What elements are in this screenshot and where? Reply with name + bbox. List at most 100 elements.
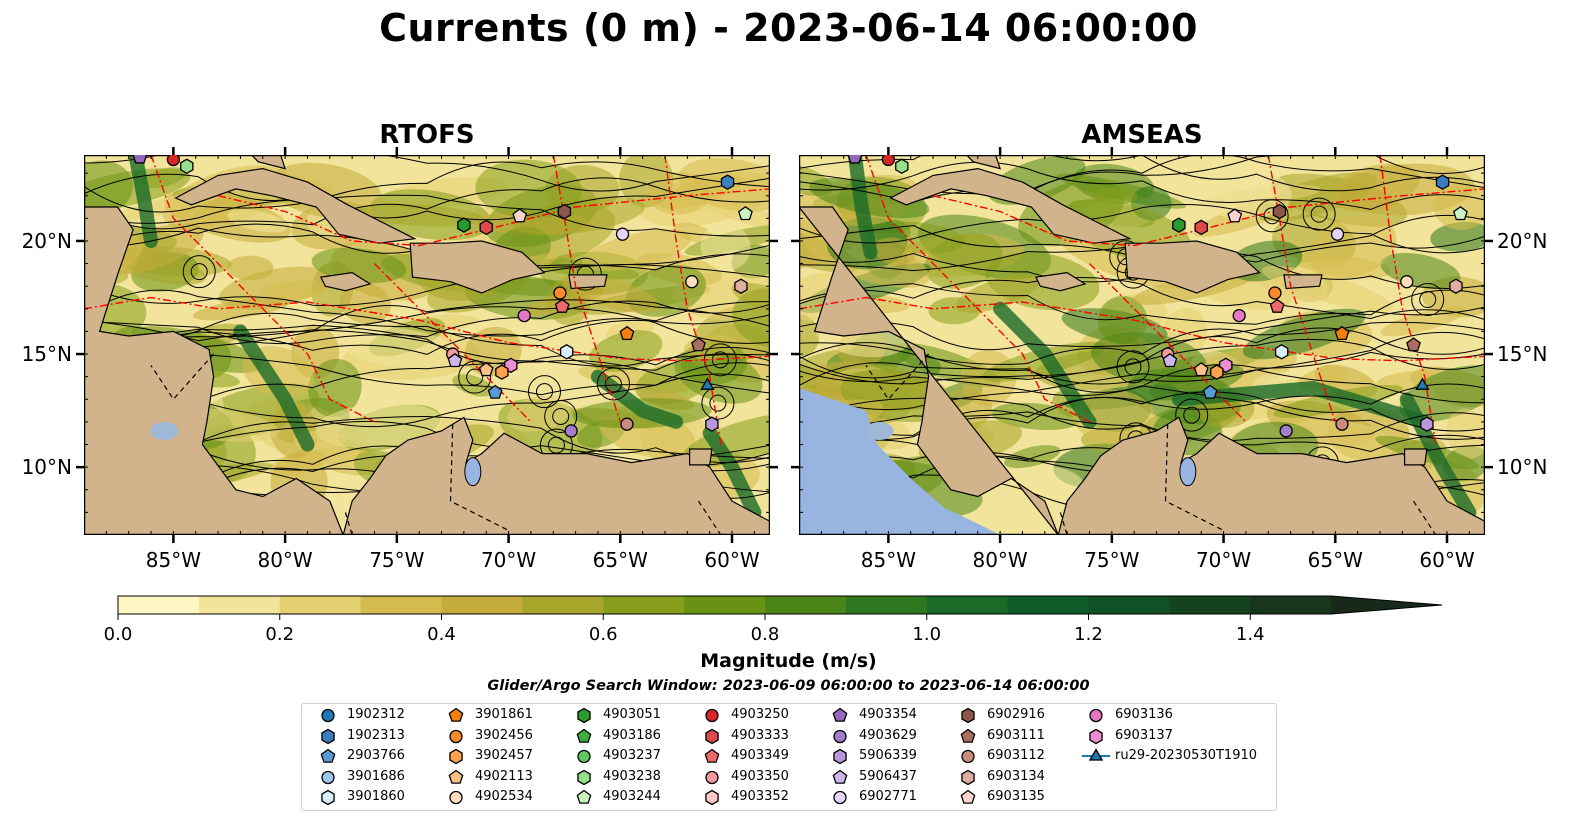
colorbar-segment <box>603 596 685 614</box>
float-marker-4903051 <box>457 217 471 233</box>
speed-field-patch <box>192 296 292 321</box>
legend-marker-icon <box>448 707 464 722</box>
streamline <box>799 411 1485 453</box>
speed-field-patch <box>582 229 692 271</box>
eddy-streamline <box>1411 283 1445 317</box>
land-mass <box>1283 274 1323 290</box>
eddy-streamline <box>527 375 561 409</box>
land-mass <box>1035 271 1087 292</box>
eez-boundary <box>865 155 1090 423</box>
legend-marker <box>832 769 848 784</box>
float-marker-6903136 <box>1232 308 1246 323</box>
land-mass <box>568 274 608 290</box>
eddy-streamline <box>568 257 602 291</box>
speed-field-patch <box>1090 187 1139 205</box>
land-mass <box>688 448 713 466</box>
float-marker-4903244 <box>737 206 753 221</box>
streamline <box>84 263 770 307</box>
speed-field-patch <box>731 282 770 317</box>
colorbar: 0.0 0.2 0.4 0.6 0.8 1.0 1.2 1.4 <box>104 595 1443 645</box>
legend-marker-icon <box>449 729 463 743</box>
colorbar-tick-label: 0.2 <box>265 624 294 645</box>
legend-label: 3901686 <box>347 768 405 784</box>
float-marker-4903629 <box>1279 424 1293 438</box>
float-marker-ru29-20230530T1910 <box>1415 377 1430 390</box>
float-marker-3902456 <box>553 286 567 300</box>
legend-marker-icon <box>833 790 847 805</box>
speed-field-patch <box>874 237 916 266</box>
eddy-streamline <box>709 394 727 412</box>
legend-marker <box>705 789 719 806</box>
panel-title-rtofs: RTOFS <box>379 120 475 150</box>
lake-nicaragua <box>150 421 179 440</box>
streamline <box>84 300 770 345</box>
legend-marker-icon <box>832 769 848 784</box>
legend-marker-icon <box>321 708 335 723</box>
streamline <box>84 173 770 221</box>
legend-marker-icon <box>960 789 976 804</box>
speed-field-patch <box>700 222 751 271</box>
map-frame <box>799 155 1485 535</box>
eddy-streamline <box>1255 199 1289 233</box>
streamline <box>84 299 770 342</box>
current-jet <box>590 369 684 429</box>
eddy-streamline <box>1116 350 1150 384</box>
legend-marker-icon <box>832 707 848 722</box>
streamline <box>84 177 770 230</box>
float-marker-3902457 <box>495 364 509 380</box>
float-marker-4903354 <box>132 155 148 164</box>
float-marker-5906437 <box>447 353 463 368</box>
float-marker-4903250 <box>881 155 896 167</box>
float-marker-1902313 <box>1435 174 1450 190</box>
float-marker-5906339 <box>705 416 719 432</box>
streamline <box>799 369 1485 411</box>
speed-field-patch <box>537 258 640 280</box>
legend-marker <box>960 789 976 804</box>
colorbar-segment <box>1007 596 1089 614</box>
land-mass <box>250 155 287 170</box>
speed-field-patch <box>475 159 583 219</box>
streamline <box>799 155 1485 192</box>
legend-label: 6903136 <box>1115 707 1173 722</box>
x-tick-label: 75°W <box>369 548 424 572</box>
eddy-streamline <box>604 375 622 393</box>
land-mass <box>1057 416 1485 535</box>
current-jet <box>233 324 315 452</box>
speed-field-patch <box>1004 445 1061 469</box>
legend-label: 3902457 <box>475 748 533 763</box>
map-frame <box>84 155 770 535</box>
eez-boundary <box>932 188 1485 247</box>
legend-marker <box>704 748 720 763</box>
streamline <box>799 306 1485 351</box>
current-jet <box>1399 392 1477 520</box>
legend-label: ru29-20230530T1910 <box>1115 748 1258 763</box>
speed-field-patch <box>226 255 274 281</box>
float-marker-5906437 <box>1162 353 1178 368</box>
streamline <box>84 289 770 337</box>
colorbar-segment <box>926 596 1009 614</box>
float-marker-6903134 <box>734 278 748 294</box>
float-marker-5906339 <box>1420 416 1434 432</box>
float-marker-3902456 <box>1268 286 1282 300</box>
float-marker-6902771 <box>615 227 630 241</box>
x-tick-label: 65°W <box>1308 548 1363 572</box>
land-mass <box>342 416 770 535</box>
float-marker-3901861 <box>1334 325 1350 341</box>
map-panel-rtofs <box>84 155 770 535</box>
colorbar-tick-label: 0.4 <box>427 624 456 645</box>
float-marker-6903136 <box>517 308 531 323</box>
colorbar-label: Magnitude (m/s) <box>700 650 877 672</box>
eddy-streamline <box>535 383 553 401</box>
country-border <box>1164 424 1224 532</box>
legend-marker <box>961 749 975 764</box>
float-marker-1902313 <box>720 174 735 190</box>
float-marker-4903333 <box>479 219 493 236</box>
legend-marker-icon <box>705 789 719 806</box>
y-tick-label: 10°N <box>22 455 72 479</box>
legend-label: 3902456 <box>475 727 533 743</box>
legend-marker-icon <box>961 769 975 785</box>
legend-marker <box>449 729 463 743</box>
float-marker-ru29-20230530T1910 <box>700 377 715 390</box>
float-marker-6902916 <box>1272 203 1287 220</box>
legend-marker-icon <box>833 729 847 743</box>
